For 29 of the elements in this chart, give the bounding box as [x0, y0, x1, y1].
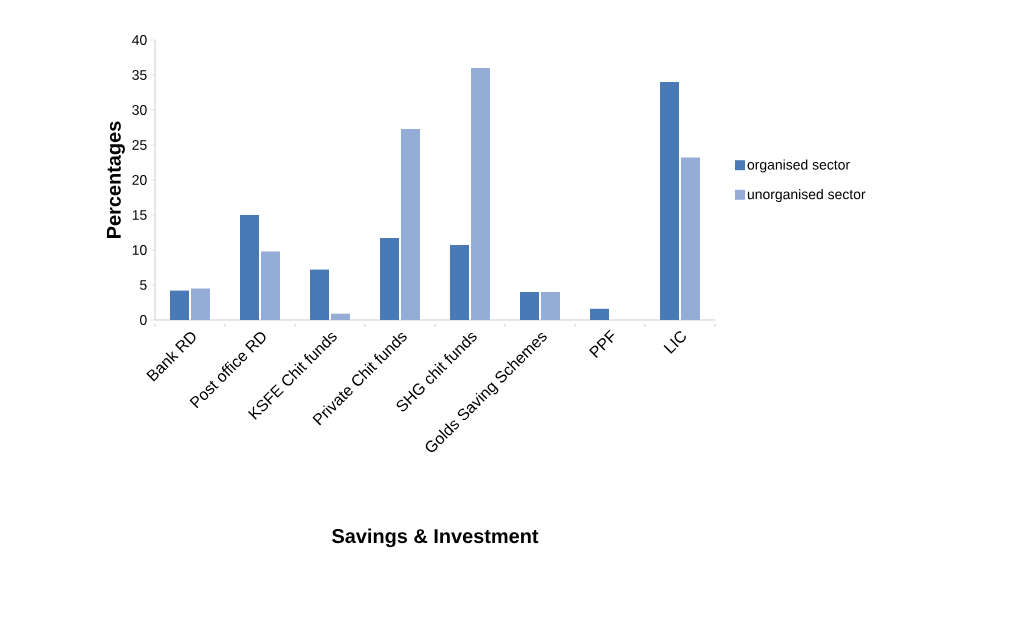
y-axis-title: Percentages — [106, 121, 125, 238]
y-tick-label: 40 — [132, 35, 147, 45]
legend-label: unorganised sector — [747, 188, 866, 202]
x-tick-label: LIC — [663, 331, 686, 354]
bar — [401, 128, 420, 320]
bar — [191, 288, 210, 320]
y-tick-label: 20 — [132, 175, 147, 185]
bar — [240, 215, 259, 320]
bar — [310, 269, 330, 320]
y-tick-label: 25 — [132, 140, 147, 150]
y-tick-label: 0 — [140, 315, 147, 325]
bar — [450, 245, 470, 320]
y-tick-label: 5 — [140, 280, 147, 290]
legend-label: organised sector — [747, 159, 850, 173]
y-tick-label: 30 — [132, 105, 147, 115]
bar — [170, 290, 189, 320]
y-tick-label: 35 — [132, 70, 147, 80]
bar — [541, 292, 560, 320]
y-tick-label: 15 — [132, 210, 147, 220]
bar — [261, 251, 280, 320]
bar — [681, 157, 700, 320]
bar — [520, 292, 540, 320]
bar — [660, 82, 680, 320]
bar — [331, 313, 350, 320]
x-axis-title: Savings & Investment — [332, 528, 539, 548]
bar — [471, 68, 490, 320]
bar — [380, 238, 400, 320]
bar — [590, 308, 610, 320]
y-tick-label: 10 — [132, 245, 147, 255]
